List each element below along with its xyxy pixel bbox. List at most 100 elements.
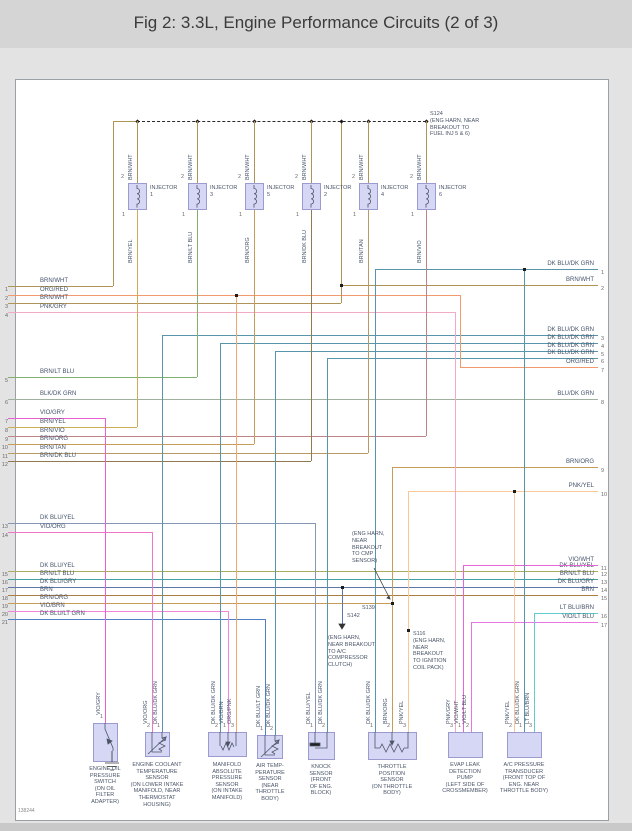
wire-label: ORG/RED <box>40 287 69 293</box>
wire-vertical <box>514 491 515 732</box>
pin-number: 16 <box>601 614 608 620</box>
wire-label: DK BLU/DK GRN <box>266 684 272 727</box>
wire-vertical <box>162 335 163 732</box>
pin-number: 16 <box>1 580 8 586</box>
injector-label: INJECTOR <box>210 185 238 191</box>
wire-brn-tan <box>8 453 368 454</box>
injector-label: INJECTOR <box>324 185 352 191</box>
component-label-ac-pressure-transducer: A/C PRESSURE TRANSDUCER (FRONT TOP OF EN… <box>500 762 548 795</box>
component-evap-leak-detection-pump <box>448 732 483 758</box>
note-S142: (ENG HARN, NEAR BREAKOUT TO A/C COMPRESS… <box>328 635 376 669</box>
wire-dk-blu-yel <box>8 571 598 572</box>
pin-number: 2 <box>352 174 356 180</box>
pin-number: 1 <box>259 726 263 732</box>
pin-number: 2 <box>181 174 185 180</box>
injector-number: 6 <box>439 192 443 198</box>
title-bar: Fig 2: 3.3L, Engine Performance Circuits… <box>0 0 632 48</box>
component-label-engine-coolant-temperature-sensor: ENGINE COOLANT TEMPERATURE SENSOR (ON LO… <box>130 762 184 808</box>
wire-vertical <box>341 121 342 303</box>
injector-4-box <box>359 183 378 210</box>
wire-label: DK BLU/YEL <box>40 515 75 521</box>
pin-number: 10 <box>601 492 608 498</box>
wire-vertical <box>408 491 409 732</box>
wire-label: VIO/GRY <box>96 692 102 715</box>
pin-number: 7 <box>4 419 8 425</box>
pin-number: 11 <box>601 566 607 572</box>
component-label-evap-leak-detection-pump: EVAP LEAK DETECTION PUMP (LEFT SIDE OF C… <box>442 762 488 795</box>
wire-label: VIO/WHT <box>454 700 460 724</box>
pin-number: 3 <box>4 304 8 310</box>
wire-vertical <box>392 467 393 732</box>
pin-number: 1 <box>369 723 373 729</box>
wire-label: BRN/ORG <box>40 595 69 601</box>
wire-brn-wht <box>197 121 198 183</box>
wire-label: DK BLU/GRY <box>40 579 77 585</box>
wire-label: VIO/LT BLU <box>462 694 468 724</box>
injector-number: 1 <box>150 192 154 198</box>
note-S139: (ENG HARN, NEAR BREAKOUT TO CMP SENSOR) <box>352 531 385 565</box>
note-S124: S124 (ENG HARN, NEAR BREAKOUT TO FUEL IN… <box>430 111 480 138</box>
splice-dot <box>391 602 394 605</box>
wire-label: BRN/WHT <box>128 154 134 180</box>
wire-label: DK BLU/YEL <box>306 692 312 724</box>
pin-number: 8 <box>601 400 605 406</box>
wire-pnk-gry <box>8 312 455 313</box>
wire-label: BRN/LT BLU <box>559 571 594 577</box>
wire-dk-blu-dk-grn <box>162 335 598 336</box>
pin-number: 1 <box>353 212 357 218</box>
wire-label: BRN/ORG <box>40 436 69 442</box>
wire-label: PNK/YEL <box>399 700 405 724</box>
pin-number: 3 <box>528 723 532 729</box>
wire-vertical <box>236 295 237 732</box>
wire-label: BRN/TAN <box>40 445 66 451</box>
pin-number: 21 <box>1 620 8 626</box>
wire-label: BRN/LT BLU <box>40 369 75 375</box>
wire-brn-tan <box>368 210 369 453</box>
wire-label: BLK/DK GRN <box>40 391 77 397</box>
wire-brn-dk-blu <box>8 461 311 462</box>
component-label-air-temperature-sensor: AIR TEMP- PERATURE SENSOR (NEAR THROTTLE… <box>255 763 285 802</box>
wire-label: BRN/ORG <box>245 237 251 263</box>
wire-label: DK BLU/DK GRN <box>547 261 594 267</box>
pin-number: 2 <box>410 174 414 180</box>
pin-number: 2 <box>214 723 218 729</box>
splice-tag-S142: S142 <box>347 613 360 619</box>
wire-label: DK BLU/LT GRN <box>40 611 85 617</box>
wire-brn-lt-blu <box>197 210 198 377</box>
pin-number: 1 <box>122 212 126 218</box>
pin-number: 2 <box>295 174 299 180</box>
pin-number: 11 <box>2 454 8 460</box>
wire-label: BRN/WHT <box>188 154 194 180</box>
pin-number: 20 <box>1 612 8 618</box>
splice-tag-S139: S139 <box>362 605 375 611</box>
splice-dot <box>341 586 344 589</box>
wire-vertical <box>228 611 229 732</box>
wire-label: DK BLU/DK GRN <box>211 681 217 724</box>
wire-vio-wht <box>463 565 598 566</box>
wire-label: VIO/ORG <box>40 524 66 530</box>
wire-label: BRN/YEL <box>128 239 134 263</box>
wire-brn-wht <box>368 121 369 183</box>
wire-label: DK BLU/YEL <box>40 563 75 569</box>
wire-vertical <box>152 532 153 732</box>
splice-dot <box>340 284 343 287</box>
wire-label: PNK/YEL <box>505 700 511 724</box>
wire-brn-dk-blu <box>311 210 312 461</box>
wire-label: DK BLU/DK GRN <box>318 681 324 724</box>
wire-label: BRN <box>40 587 53 593</box>
wire-label: BRN/VIO <box>417 240 423 263</box>
wire-brn-vio <box>426 210 427 436</box>
wire-label: DK BLU/DK GRN <box>153 681 159 724</box>
wire-lt-blu-brn <box>534 613 598 614</box>
wire-label: BRN/WHT <box>417 154 423 180</box>
wire-label: VIO/GRY <box>40 410 65 416</box>
wire-vertical <box>327 358 328 732</box>
wire-dk-blu-dk-grn <box>220 343 598 344</box>
wire-brn-yel <box>8 427 137 428</box>
pin-number: 7 <box>601 368 605 374</box>
pin-number: 19 <box>1 604 8 610</box>
wire-brn-wht <box>137 121 138 183</box>
wire-label: PNK/YEL <box>568 483 594 489</box>
wire-label: BRN/TAN <box>359 239 365 263</box>
wire-label: DK BLU/DK GRN <box>515 681 521 724</box>
